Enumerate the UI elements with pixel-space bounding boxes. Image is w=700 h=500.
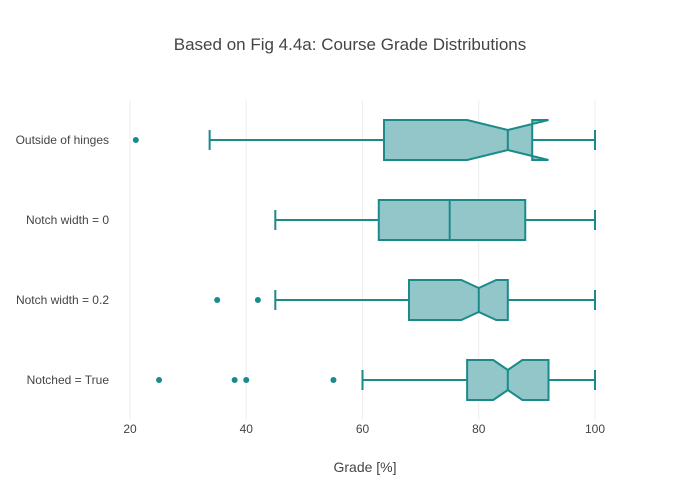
- x-tick-label-60: 60: [356, 422, 370, 436]
- box-2: [214, 279, 596, 321]
- category-label-1: Notch width = 0: [26, 213, 109, 227]
- x-tick-label-100: 100: [585, 422, 605, 436]
- category-label-0: Outside of hinges: [16, 133, 109, 147]
- boxes: [132, 119, 596, 401]
- outlier-point: [243, 377, 250, 383]
- box-body: [383, 119, 549, 161]
- box-3: [156, 359, 596, 401]
- box-0: [132, 119, 596, 161]
- category-label-3: Notched = True: [27, 373, 110, 387]
- outlier-point: [254, 297, 261, 303]
- category-label-2: Notch width = 0.2: [16, 293, 109, 307]
- outlier-point: [330, 377, 337, 383]
- box-body: [377, 199, 527, 241]
- x-axis-title: Grade [%]: [333, 459, 396, 475]
- category-labels: Outside of hinges Notch width = 0 Notch wi…: [16, 133, 110, 387]
- box-1: [274, 199, 596, 241]
- x-tick-label-40: 40: [240, 422, 254, 436]
- chart-title: Based on Fig 4.4a: Course Grade Distribu…: [174, 35, 526, 54]
- x-tick-label-80: 80: [472, 422, 486, 436]
- box-body: [408, 279, 509, 321]
- outlier-point: [214, 297, 221, 303]
- outlier-point: [156, 377, 163, 383]
- x-tick-labels: 20 40 60 80 100: [123, 422, 605, 436]
- outlier-point: [231, 377, 238, 383]
- x-tick-label-20: 20: [123, 422, 137, 436]
- outlier-point: [132, 137, 139, 143]
